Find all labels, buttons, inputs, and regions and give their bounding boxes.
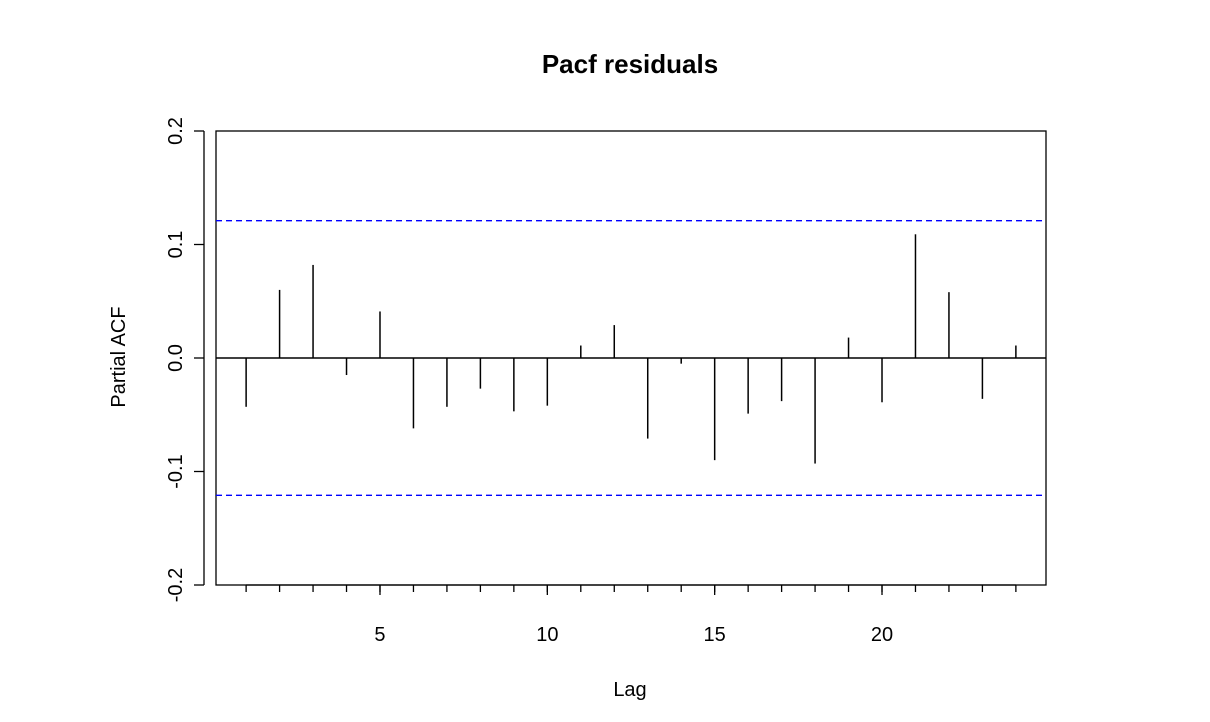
x-axis: 5 10 15 20	[245, 584, 1017, 646]
x-axis-label: Lag	[613, 679, 646, 701]
y-tick-label: -0.2	[165, 568, 187, 602]
x-tick-label: 10	[536, 624, 558, 646]
y-axis: -0.2 -0.1 0.0 0.1 0.2	[165, 117, 205, 602]
pacf-bars	[245, 234, 1017, 464]
y-tick-label: 0.1	[165, 231, 187, 259]
y-tick-label: 0.2	[165, 117, 187, 145]
x-tick-label: 20	[871, 624, 893, 646]
y-tick-label: 0.0	[165, 344, 187, 372]
x-tick-label: 5	[374, 624, 385, 646]
x-tick-label: 15	[704, 624, 726, 646]
y-axis-label: Partial ACF	[108, 306, 130, 407]
chart-title: Pacf residuals	[542, 49, 718, 79]
confidence-bounds	[216, 219, 1046, 497]
y-tick-label: -0.1	[165, 454, 187, 488]
